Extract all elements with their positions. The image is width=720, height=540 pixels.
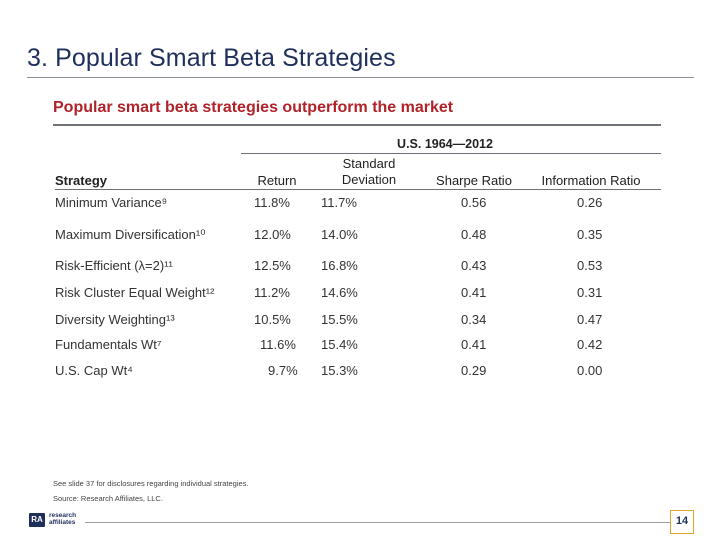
header-sharpe: Sharpe Ratio (436, 173, 512, 188)
row-strategy: Risk Cluster Equal Weight¹² (55, 285, 215, 300)
row-return: 11.8% (254, 195, 290, 210)
row-strategy: Fundamentals Wt⁷ (55, 337, 162, 352)
row-std-dev: 14.0% (321, 227, 358, 242)
row-std-dev: 14.6% (321, 285, 358, 300)
row-strategy: Maximum Diversification¹⁰ (55, 227, 206, 242)
row-information-ratio: 0.53 (577, 258, 603, 273)
header-std-line2: Deviation (341, 172, 397, 187)
row-std-dev: 15.4% (321, 337, 358, 352)
logo-wordmark: research affiliates (49, 512, 109, 526)
table-row: Fundamentals Wt⁷ 11.6% 15.4% 0.41 0.42 (0, 337, 720, 357)
period-divider (241, 153, 661, 154)
footnote-disclosure: See slide 37 for disclosures regarding i… (53, 479, 249, 488)
table-row: Maximum Diversification¹⁰ 12.0% 14.0% 0.… (0, 227, 720, 247)
table-row: Diversity Weighting¹³ 10.5% 15.5% 0.34 0… (0, 312, 720, 332)
row-std-dev: 11.7% (321, 195, 357, 210)
header-divider (55, 189, 661, 190)
table-period-label: U.S. 1964—2012 (397, 137, 493, 151)
row-information-ratio: 0.31 (577, 285, 603, 300)
table-row: Risk-Efficient (λ=2)¹¹ 12.5% 16.8% 0.43 … (0, 258, 720, 278)
subtitle-divider (53, 124, 661, 126)
row-information-ratio: 0.26 (577, 195, 603, 210)
logo-line1: research (49, 512, 77, 519)
title-divider (27, 77, 694, 78)
row-return: 12.5% (254, 258, 291, 273)
header-std-line1: Standard (342, 156, 396, 171)
row-return: 10.5% (254, 312, 291, 327)
table-row: Risk Cluster Equal Weight¹² 11.2% 14.6% … (0, 285, 720, 305)
slide-subtitle: Popular smart beta strategies outperform… (53, 99, 454, 116)
header-return: Return (257, 173, 297, 188)
row-std-dev: 15.3% (321, 363, 358, 378)
footnote-source: Source: Research Affiliates, LLC. (53, 494, 163, 503)
row-sharpe: 0.41 (461, 337, 487, 352)
row-information-ratio: 0.00 (577, 363, 603, 378)
logo-line2: affiliates (49, 519, 76, 526)
row-information-ratio: 0.35 (577, 227, 603, 242)
logo-mark: RA (29, 513, 45, 527)
row-strategy: Diversity Weighting¹³ (55, 312, 175, 327)
header-strategy: Strategy (55, 173, 108, 188)
row-information-ratio: 0.47 (577, 312, 603, 327)
header-information-ratio: Information Ratio (541, 173, 641, 188)
table-row: Minimum Variance⁹ 11.8% 11.7% 0.56 0.26 (0, 195, 720, 215)
row-sharpe: 0.56 (461, 195, 487, 210)
row-return: 12.0% (254, 227, 291, 242)
row-sharpe: 0.48 (461, 227, 487, 242)
row-return: 9.7% (268, 363, 298, 378)
table-row: U.S. Cap Wt⁴ 9.7% 15.3% 0.29 0.00 (0, 363, 720, 383)
row-strategy: Risk-Efficient (λ=2)¹¹ (55, 258, 173, 273)
row-strategy: U.S. Cap Wt⁴ (55, 363, 133, 378)
slide-title: 3. Popular Smart Beta Strategies (27, 44, 396, 72)
row-sharpe: 0.34 (461, 312, 487, 327)
row-sharpe: 0.41 (461, 285, 487, 300)
row-strategy: Minimum Variance⁹ (55, 195, 168, 210)
row-return: 11.2% (254, 285, 290, 300)
row-information-ratio: 0.42 (577, 337, 603, 352)
row-std-dev: 16.8% (321, 258, 358, 273)
page-number: 14 (670, 510, 694, 534)
row-return: 11.6% (260, 337, 296, 352)
row-sharpe: 0.43 (461, 258, 487, 273)
header-std-dev: Standard Deviation (320, 156, 418, 188)
footer-divider (85, 522, 670, 523)
row-std-dev: 15.5% (321, 312, 358, 327)
row-sharpe: 0.29 (461, 363, 487, 378)
